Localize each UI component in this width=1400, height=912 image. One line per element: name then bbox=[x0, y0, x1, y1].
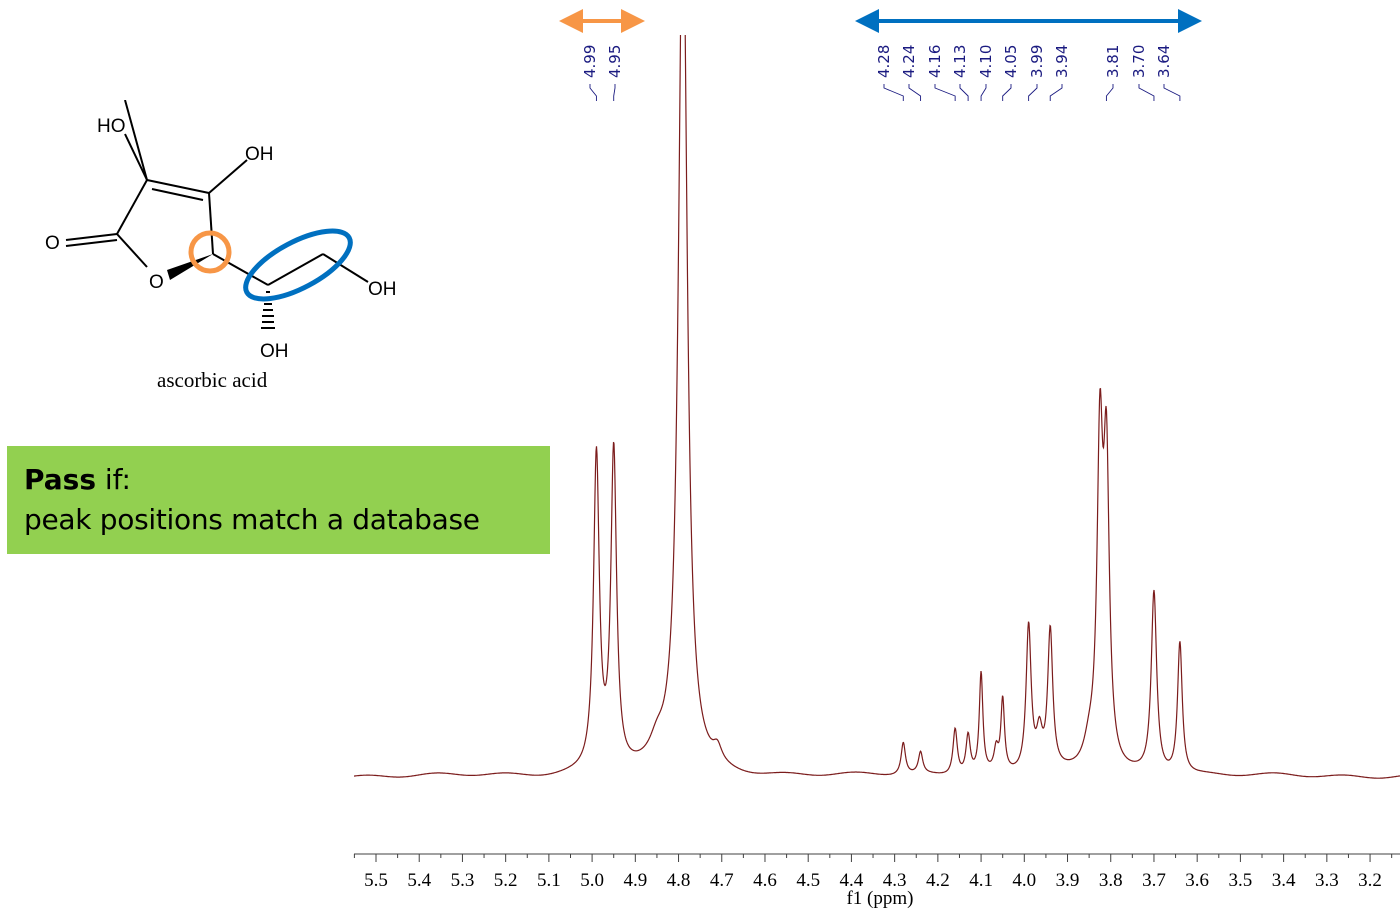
spectrum-trace bbox=[354, 35, 1400, 779]
peak-label-3-94: 3.94 bbox=[1049, 45, 1071, 101]
x-tick-label: 3.6 bbox=[1185, 870, 1209, 891]
peak-label-4-16: 4.16 bbox=[926, 45, 956, 101]
x-tick-label: 5.2 bbox=[494, 870, 518, 891]
peak-label-3-70: 3.70 bbox=[1130, 45, 1155, 101]
x-axis: 5.5 5.4 5.3 5.2 5.1 5.0 4.9 4.8 4.7 4.6 4.5 4.4 4.3 4… bbox=[353, 853, 1400, 891]
x-tick-label: 3.2 bbox=[1358, 870, 1382, 891]
pass-line-1-rest: if: bbox=[96, 463, 131, 496]
x-tick-label: 3.3 bbox=[1315, 870, 1339, 891]
svg-text:3.64: 3.64 bbox=[1155, 45, 1173, 78]
bond bbox=[124, 100, 148, 181]
svg-text:4.05: 4.05 bbox=[1002, 45, 1020, 78]
x-tick-label: 4.6 bbox=[753, 870, 777, 891]
svg-text:3.81: 3.81 bbox=[1104, 45, 1122, 78]
x-tick-label: 3.5 bbox=[1229, 870, 1253, 891]
x-tick-label: 4.8 bbox=[667, 870, 691, 891]
atom-oh-right: OH bbox=[368, 279, 397, 300]
wedge-bond bbox=[167, 254, 213, 280]
x-tick-label: 5.1 bbox=[537, 870, 561, 891]
x-tick-label: 5.5 bbox=[364, 870, 388, 891]
x-tick-label: 4.9 bbox=[623, 870, 647, 891]
peak-label-3-81: 3.81 bbox=[1104, 45, 1122, 101]
svg-text:3.99: 3.99 bbox=[1028, 45, 1046, 78]
x-axis-label: f1 (ppm) bbox=[846, 888, 913, 909]
peak-label-4-05: 4.05 bbox=[1002, 45, 1020, 101]
x-tick-label: 4.5 bbox=[796, 870, 820, 891]
ascorbic-acid-structure: HO OH O O OH OH ascorbic acid bbox=[45, 100, 397, 392]
atom-oh-bottom: OH bbox=[260, 341, 289, 362]
x-tick-label: 3.7 bbox=[1142, 870, 1166, 891]
svg-text:4.99: 4.99 bbox=[581, 45, 599, 78]
x-tick-label: 3.4 bbox=[1272, 870, 1296, 891]
pass-bold-word: Pass bbox=[24, 463, 96, 496]
orange-highlight-circle bbox=[188, 230, 232, 274]
peak-label-4-24: 4.24 bbox=[900, 45, 922, 101]
peak-label-4-13: 4.13 bbox=[951, 45, 969, 101]
x-tick-label: 3.8 bbox=[1099, 870, 1123, 891]
atom-ring-o: O bbox=[149, 272, 164, 293]
svg-text:4.10: 4.10 bbox=[977, 45, 995, 78]
peak-label-3-64: 3.64 bbox=[1155, 45, 1181, 101]
x-tick-label: 5.0 bbox=[580, 870, 604, 891]
atom-ho-top: HO bbox=[97, 116, 126, 137]
pass-line-1: Pass if: bbox=[24, 460, 550, 500]
x-tick-label: 4.2 bbox=[926, 870, 950, 891]
x-tick-label: 4.7 bbox=[710, 870, 734, 891]
molecule-caption: ascorbic acid bbox=[157, 368, 268, 392]
svg-text:3.70: 3.70 bbox=[1130, 45, 1148, 78]
x-tick-label: 3.9 bbox=[1056, 870, 1080, 891]
x-tick-label: 5.3 bbox=[451, 870, 475, 891]
svg-text:4.28: 4.28 bbox=[875, 45, 893, 78]
peak-labels: 4.99 4.95 4.28 4.24 4.16 4.13 4.10 4.05 3.99 3.94… bbox=[581, 45, 1181, 101]
svg-text:3.94: 3.94 bbox=[1053, 45, 1071, 78]
blue-highlight-ellipse bbox=[243, 228, 353, 302]
svg-text:4.13: 4.13 bbox=[951, 45, 969, 78]
atom-carbonyl-o: O bbox=[45, 233, 60, 254]
peak-label-3-99: 3.99 bbox=[1028, 45, 1046, 101]
pass-criteria-box: Pass if: peak positions match a database bbox=[7, 446, 550, 554]
peak-label-4-28: 4.28 bbox=[875, 45, 904, 101]
x-tick-label: 5.4 bbox=[407, 870, 431, 891]
peak-label-4-95: 4.95 bbox=[606, 45, 624, 101]
atom-oh-top: OH bbox=[245, 144, 274, 165]
x-tick-label: 4.3 bbox=[883, 870, 907, 891]
x-tick-label: 4.4 bbox=[840, 870, 864, 891]
svg-text:4.24: 4.24 bbox=[900, 45, 918, 78]
x-tick-label: 4.1 bbox=[969, 870, 993, 891]
peak-label-4-99: 4.99 bbox=[581, 45, 599, 101]
peak-label-4-10: 4.10 bbox=[977, 45, 995, 101]
svg-text:4.16: 4.16 bbox=[926, 45, 944, 78]
hash-bond bbox=[261, 291, 275, 329]
pass-line-2: peak positions match a database bbox=[24, 503, 480, 536]
x-tick-label: 4.0 bbox=[1012, 870, 1036, 891]
svg-text:4.95: 4.95 bbox=[606, 45, 624, 78]
